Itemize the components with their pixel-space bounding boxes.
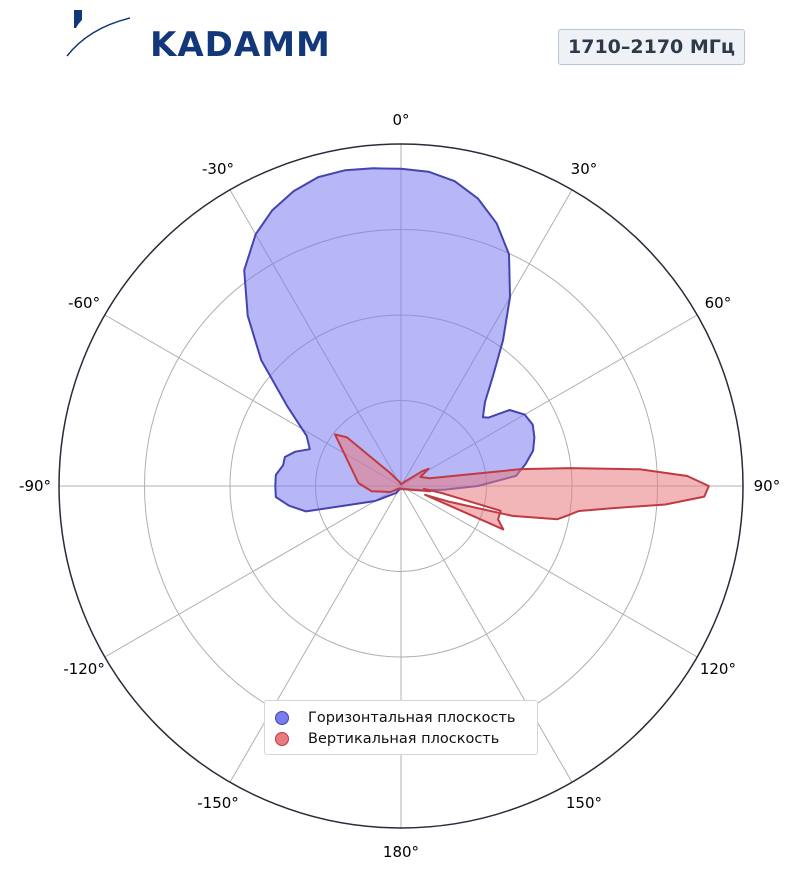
spoke-line: [229, 485, 402, 783]
angle-tick-label: 120°: [700, 660, 736, 678]
series-area-horizontal: [243, 167, 536, 513]
legend-label-vertical: Вертикальная плоскость: [308, 731, 500, 747]
angle-tick-labels: 0° 30° 60° 90° 120° 150° 180° -150° -120° -90° -60…: [19, 111, 780, 861]
angle-tick-label: 0°: [392, 111, 409, 129]
logo-swoosh-icon: [66, 10, 131, 57]
outer-ring: [58, 143, 744, 829]
legend-marker-horizontal: [275, 711, 289, 725]
legend-marker-vertical: [275, 732, 289, 746]
frequency-band-badge: 1710–2170 МГц: [558, 29, 745, 65]
angle-tick-label: 30°: [571, 160, 598, 178]
brand-logo: KADAMM: [64, 6, 330, 64]
legend-item-vertical: Вертикальная плоскость: [275, 728, 499, 750]
angle-tick-label: 60°: [705, 294, 732, 312]
angle-tick-label: -30°: [202, 160, 234, 178]
spoke-line: [400, 485, 698, 658]
angle-tick-label: 90°: [754, 477, 781, 495]
angle-tick-label: 180°: [383, 843, 419, 861]
angle-tick-label: -120°: [63, 660, 105, 678]
legend-label-horizontal: Горизонтальная плоскость: [308, 710, 516, 726]
chart-legend: Горизонтальная плоскость Вертикальная пл…: [264, 700, 538, 755]
spoke-line: [104, 485, 402, 658]
series-area-vertical: [334, 433, 710, 531]
angle-tick-label: -60°: [68, 294, 100, 312]
series-layer: [243, 167, 710, 531]
spoke-line: [400, 485, 573, 783]
angle-tick-label: 150°: [566, 794, 602, 812]
angle-tick-label: -150°: [197, 794, 239, 812]
logo-wordmark: KADAMM: [150, 25, 331, 65]
legend-item-horizontal: Горизонтальная плоскость: [275, 707, 515, 729]
angle-tick-label: -90°: [19, 477, 51, 495]
